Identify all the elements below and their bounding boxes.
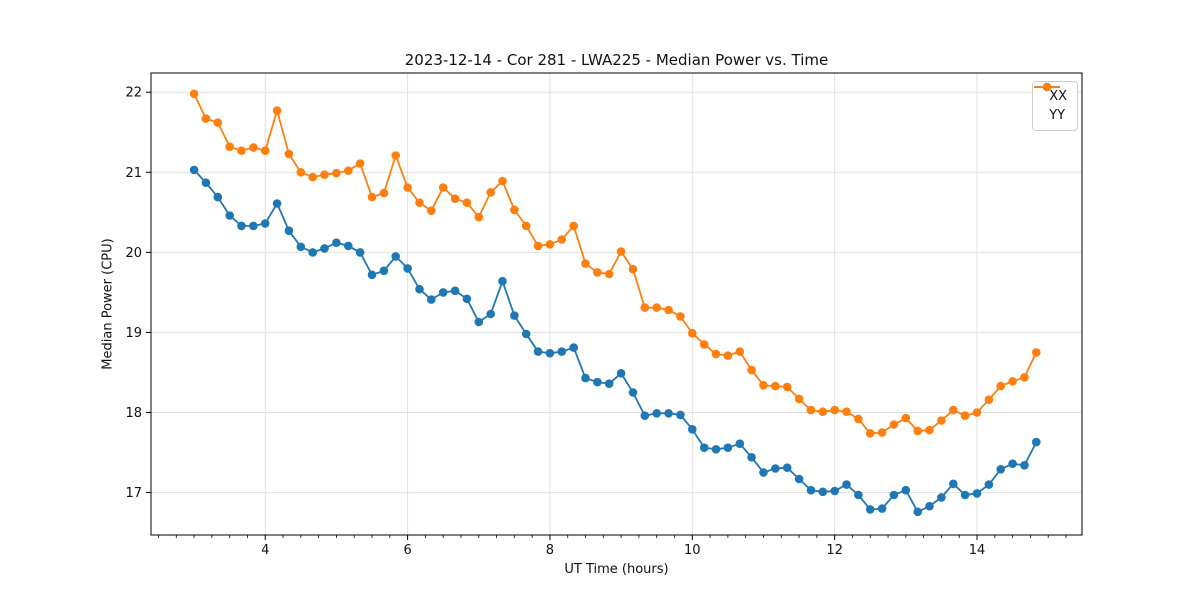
y-axis-label: Median Power (CPU) — [100, 238, 116, 370]
y-tick-labels: 17 18 19 20 21 22 — [125, 86, 142, 501]
series-YY-line — [193, 93, 1038, 435]
svg-text:4: 4 — [261, 543, 269, 558]
legend-label-yy: YY — [1049, 108, 1066, 123]
legend-label-xx: XX — [1049, 89, 1067, 104]
series-YY-markers — [189, 89, 1041, 438]
svg-text:22: 22 — [125, 86, 142, 101]
legend-entry-yy: YY — [1034, 82, 1067, 125]
legend: XX YY — [1032, 81, 1078, 131]
svg-text:8: 8 — [546, 543, 554, 558]
gridlines — [151, 73, 1082, 535]
axes-frame — [150, 72, 1083, 536]
svg-text:10: 10 — [684, 543, 701, 558]
svg-text:12: 12 — [826, 543, 843, 558]
chart-title: 2023-12-14 - Cor 281 - LWA225 - Median P… — [404, 51, 829, 69]
legend-sample-yy-icon — [1034, 82, 1061, 92]
x-axis-label: UT Time (hours) — [564, 562, 669, 577]
svg-text:17: 17 — [125, 486, 142, 501]
svg-text:19: 19 — [125, 326, 142, 341]
axis-ticks — [146, 91, 1067, 540]
series-XX-line — [193, 169, 1038, 513]
series-XX-markers — [189, 165, 1041, 517]
svg-text:20: 20 — [125, 246, 142, 261]
svg-text:14: 14 — [969, 543, 986, 558]
svg-text:6: 6 — [403, 543, 411, 558]
svg-text:21: 21 — [125, 166, 142, 181]
x-tick-labels: 4 6 8 10 12 14 — [261, 543, 985, 558]
svg-text:18: 18 — [125, 406, 142, 421]
